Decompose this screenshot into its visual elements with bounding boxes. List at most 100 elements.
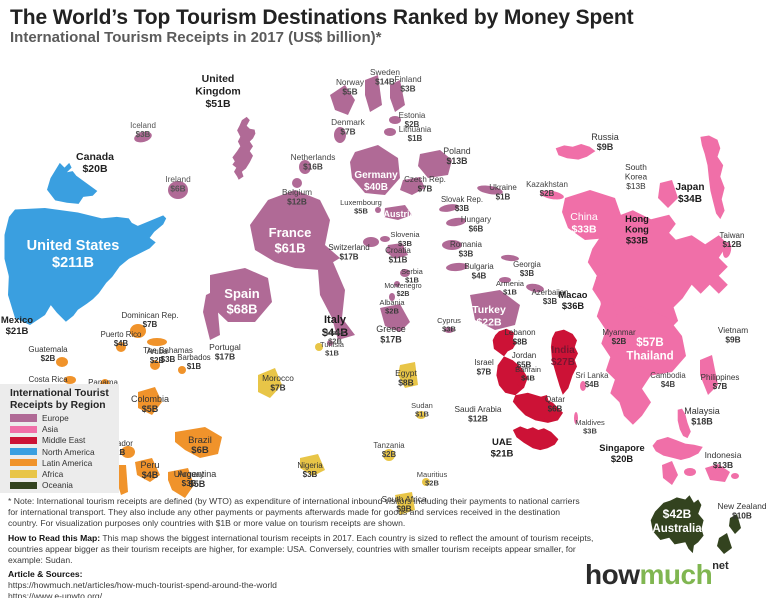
svg-text:$20B: $20B <box>388 220 410 230</box>
svg-text:$1B: $1B <box>503 288 517 297</box>
svg-text:Myanmar: Myanmar <box>602 328 636 337</box>
svg-text:$2B: $2B <box>41 354 56 363</box>
svg-text:Japan: Japan <box>676 182 705 193</box>
svg-text:Colombia: Colombia <box>131 394 169 404</box>
svg-text:Estonia: Estonia <box>399 111 426 120</box>
svg-text:$2B: $2B <box>425 479 439 488</box>
svg-text:Netherlands: Netherlands <box>291 152 336 162</box>
svg-text:$18B: $18B <box>691 417 713 427</box>
svg-text:Ireland: Ireland <box>165 174 191 184</box>
svg-text:Ukraine: Ukraine <box>489 183 517 192</box>
svg-text:$3B: $3B <box>442 325 456 334</box>
svg-text:Montenegro: Montenegro <box>384 283 421 290</box>
svg-text:Austria: Austria <box>383 209 415 219</box>
svg-text:$3B: $3B <box>455 204 470 213</box>
svg-text:Sri Lanka: Sri Lanka <box>576 371 610 380</box>
svg-text:India: India <box>551 345 575 356</box>
svg-text:Norway: Norway <box>336 77 365 87</box>
svg-text:$5B: $5B <box>354 207 368 216</box>
svg-text:$17B: $17B <box>215 352 235 362</box>
svg-text:$2B: $2B <box>385 307 399 316</box>
svg-text:$61B: $61B <box>274 241 305 256</box>
svg-text:$7B: $7B <box>418 184 433 193</box>
svg-text:$2B: $2B <box>150 356 165 365</box>
svg-text:Czech Rep.: Czech Rep. <box>404 175 446 184</box>
svg-text:$3B: $3B <box>400 84 415 94</box>
svg-text:$8B: $8B <box>513 337 528 346</box>
svg-text:Russia: Russia <box>591 132 619 142</box>
svg-text:$21B: $21B <box>491 449 514 460</box>
svg-text:Israel: Israel <box>474 358 494 367</box>
svg-text:Iceland: Iceland <box>130 121 156 130</box>
svg-text:Jordan: Jordan <box>512 351 536 360</box>
svg-text:United States: United States <box>27 238 120 254</box>
svg-text:$3B: $3B <box>520 269 535 278</box>
svg-text:Saudi Arabia: Saudi Arabia <box>454 404 501 414</box>
svg-text:$4B: $4B <box>521 374 535 383</box>
svg-text:Poland: Poland <box>443 146 470 156</box>
svg-text:Greece: Greece <box>376 324 406 334</box>
svg-text:Cambodia: Cambodia <box>650 371 686 380</box>
svg-text:Macao: Macao <box>559 290 588 300</box>
svg-text:$6B: $6B <box>170 184 185 194</box>
svg-text:$4B: $4B <box>114 339 129 348</box>
svg-text:$33B: $33B <box>626 235 649 245</box>
svg-text:$2B: $2B <box>612 337 627 346</box>
svg-text:$13B: $13B <box>446 156 467 166</box>
svg-text:Bahrain: Bahrain <box>515 365 541 374</box>
svg-text:Romania: Romania <box>450 240 483 249</box>
svg-text:Kingdom: Kingdom <box>195 86 241 98</box>
svg-text:$7B: $7B <box>340 127 355 137</box>
svg-text:$36B: $36B <box>562 301 585 311</box>
svg-text:$22B: $22B <box>476 317 502 329</box>
svg-text:$9B: $9B <box>597 142 614 152</box>
svg-text:Lebanon: Lebanon <box>504 328 535 337</box>
svg-text:Malaysia: Malaysia <box>684 406 720 416</box>
svg-text:Indonesia: Indonesia <box>705 450 742 460</box>
svg-text:Singapore: Singapore <box>599 443 644 453</box>
svg-text:Kazakhstan: Kazakhstan <box>526 180 568 189</box>
svg-text:$51B: $51B <box>205 98 231 110</box>
svg-text:Qatar: Qatar <box>545 395 565 404</box>
svg-text:$3B: $3B <box>583 427 597 436</box>
svg-text:$40B: $40B <box>364 182 388 193</box>
svg-text:$17B: $17B <box>339 252 358 261</box>
svg-text:$4B: $4B <box>142 470 159 480</box>
svg-text:Finland: Finland <box>394 74 422 84</box>
svg-text:$1B: $1B <box>408 134 423 143</box>
svg-text:Belgium: Belgium <box>282 187 312 197</box>
svg-text:Switzerland: Switzerland <box>328 243 369 252</box>
svg-text:South: South <box>625 162 647 172</box>
svg-text:$6B: $6B <box>191 445 209 456</box>
svg-text:$1B: $1B <box>325 349 339 358</box>
svg-text:Thailand: Thailand <box>626 351 673 363</box>
svg-text:Germany: Germany <box>354 170 398 181</box>
svg-text:$7B: $7B <box>713 382 728 391</box>
svg-text:$20B: $20B <box>611 454 634 464</box>
svg-text:$11B: $11B <box>389 255 408 264</box>
svg-text:$3B: $3B <box>543 297 558 306</box>
svg-text:Luxembourg: Luxembourg <box>340 198 382 207</box>
svg-text:France: France <box>269 225 312 240</box>
svg-text:$2B: $2B <box>540 189 555 198</box>
svg-text:Turkey: Turkey <box>472 304 506 316</box>
svg-text:$12B: $12B <box>468 414 488 424</box>
svg-text:Costa Rica: Costa Rica <box>28 375 68 384</box>
svg-text:Taiwan: Taiwan <box>720 231 745 240</box>
svg-text:Aruba: Aruba <box>147 347 168 356</box>
svg-text:China: China <box>570 211 598 223</box>
svg-text:$3B: $3B <box>136 130 151 139</box>
svg-text:$211B: $211B <box>52 255 94 271</box>
svg-text:$21B: $21B <box>6 326 29 337</box>
svg-text:$3B: $3B <box>459 249 474 258</box>
svg-text:$1B: $1B <box>187 362 202 371</box>
svg-text:Morocco: Morocco <box>262 373 294 383</box>
svg-text:$5B: $5B <box>342 87 357 97</box>
svg-text:$5B: $5B <box>189 479 206 489</box>
svg-text:$7B: $7B <box>143 320 158 329</box>
svg-text:Peru: Peru <box>140 460 159 470</box>
svg-text:$1B: $1B <box>496 192 511 201</box>
svg-text:$57B: $57B <box>636 337 664 349</box>
svg-text:Puerto Rico: Puerto Rico <box>101 330 142 339</box>
svg-text:Korea: Korea <box>625 172 648 182</box>
